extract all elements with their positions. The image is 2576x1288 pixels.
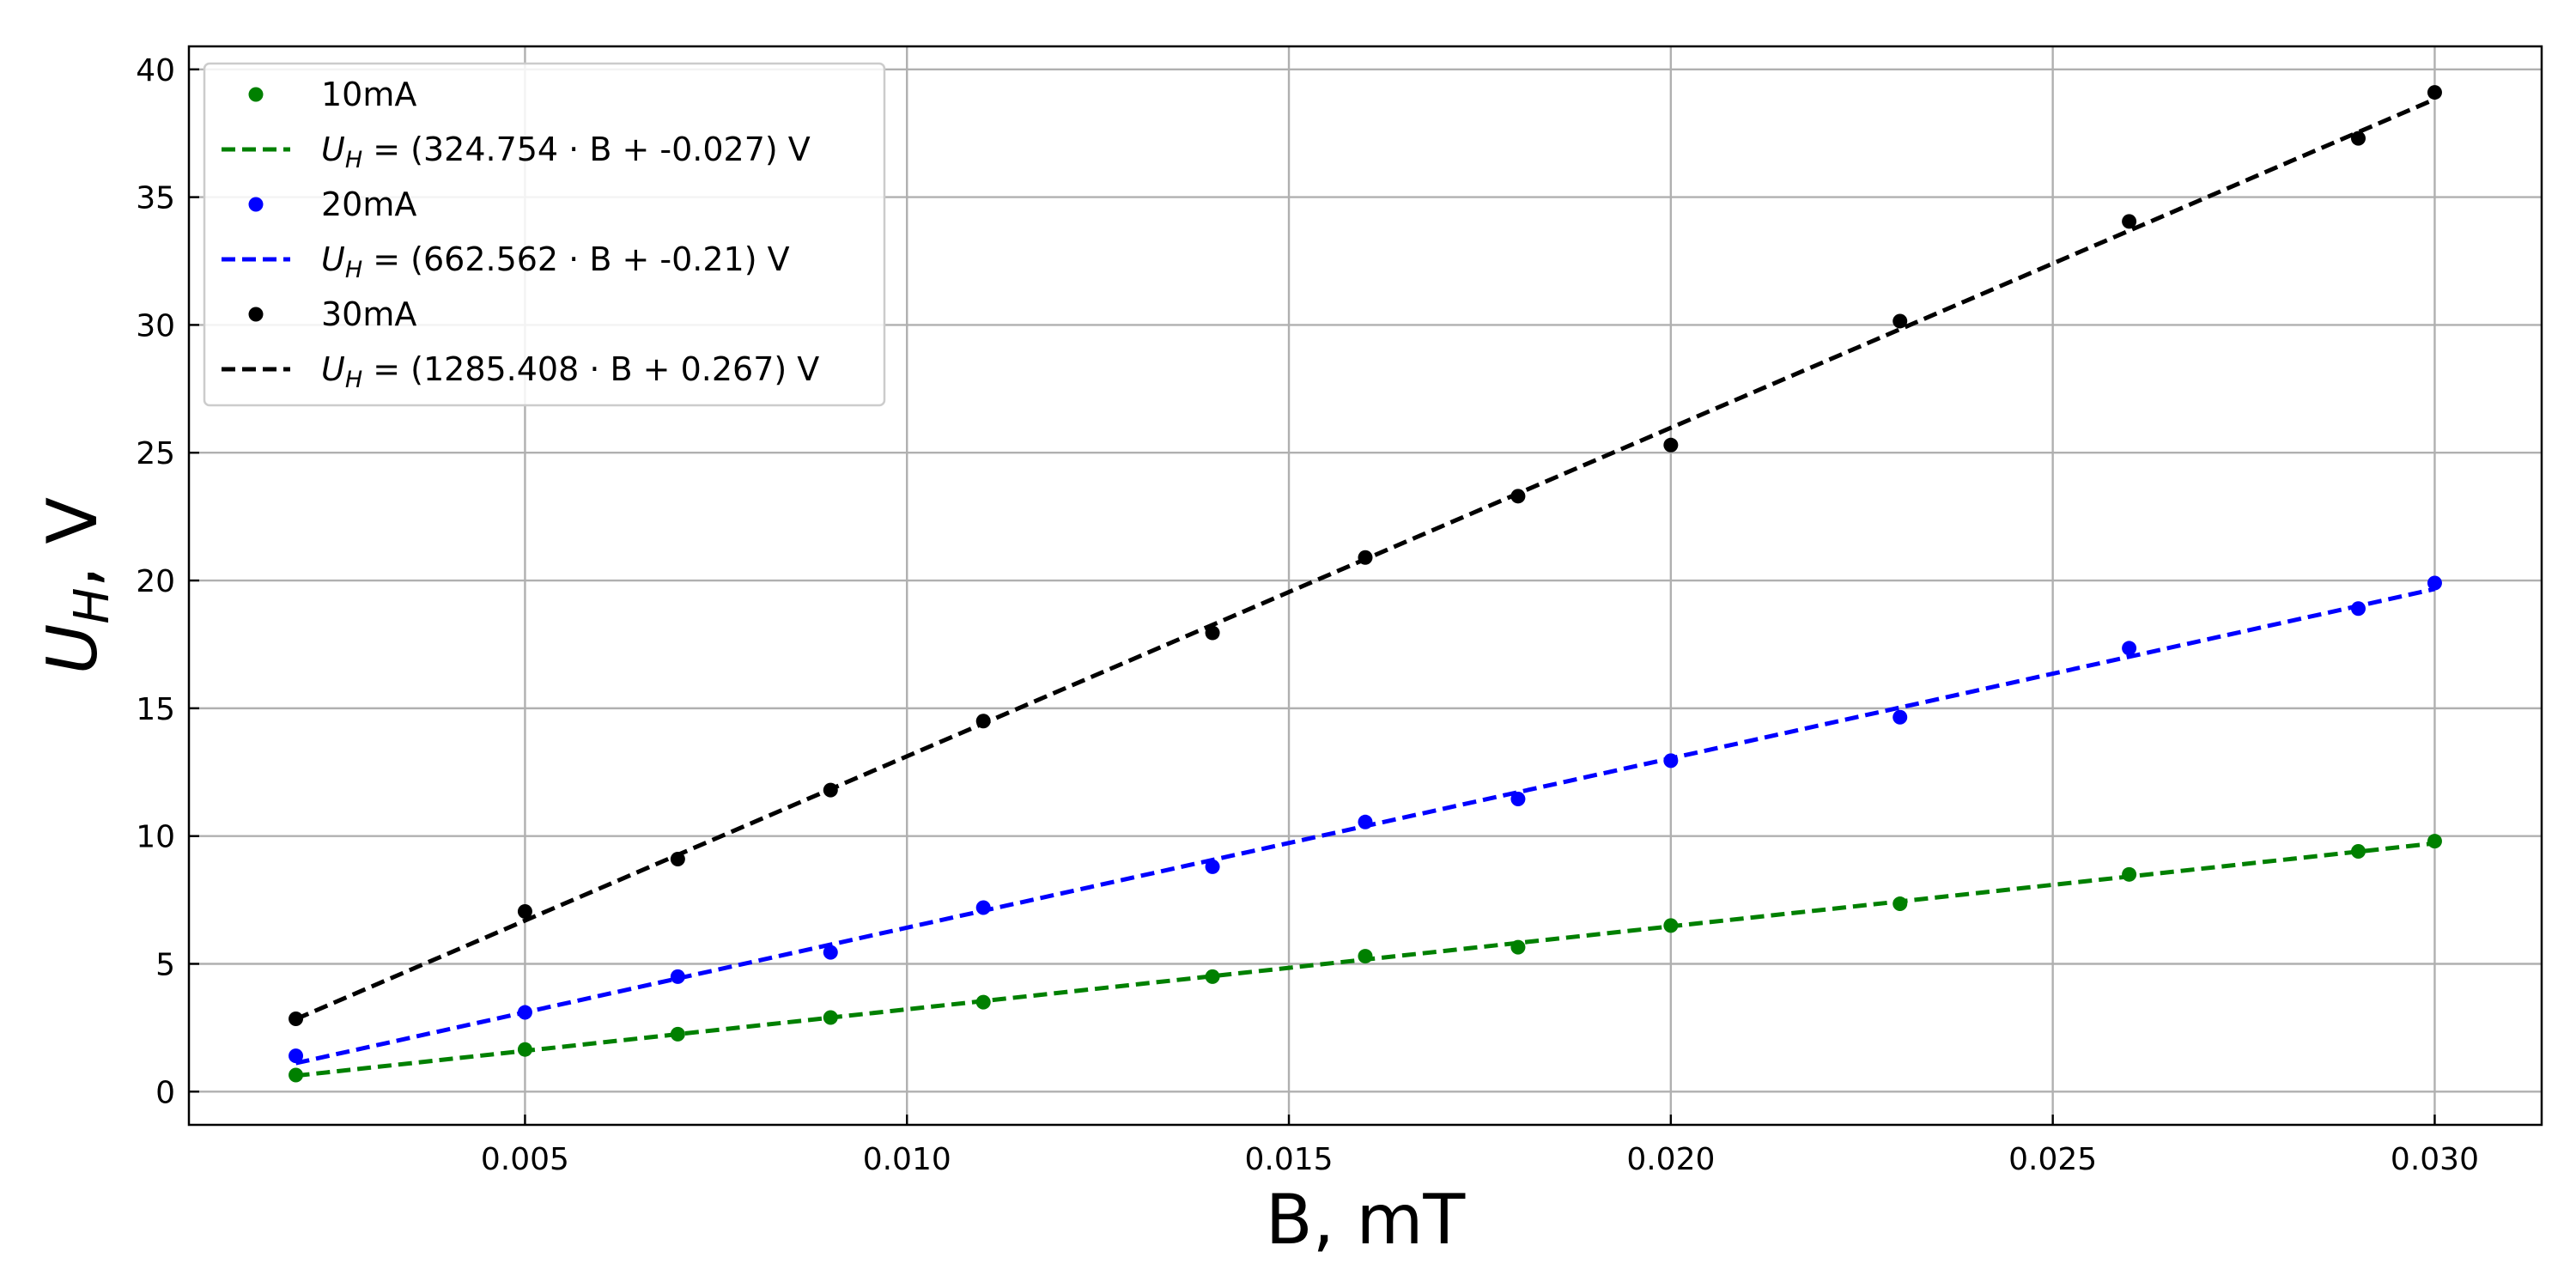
data-point-10mA	[1510, 939, 1526, 955]
legend-fit-label-30mA: UH = (1285.408 · B + 0.267) V	[321, 350, 819, 393]
y-axis-title: UH, V	[33, 497, 120, 675]
x-tick-label: 0.025	[2008, 1142, 2097, 1177]
y-axis-title-unit: , V	[33, 497, 112, 588]
data-point-30mA	[670, 851, 685, 866]
y-tick-label: 25	[136, 436, 175, 471]
y-axis-ticks: 0 5 10 15 20 25 30 35 40	[136, 53, 199, 1110]
data-point-30mA	[2122, 214, 2137, 229]
data-point-30mA	[2350, 131, 2366, 146]
data-point-20mA	[670, 969, 685, 984]
data-point-30mA	[2427, 85, 2442, 100]
x-tick-label: 0.020	[1626, 1142, 1715, 1177]
data-point-30mA	[1663, 437, 1679, 453]
y-tick-label: 35	[136, 181, 175, 216]
y-tick-label: 40	[136, 53, 175, 88]
data-point-10mA	[289, 1067, 304, 1083]
data-point-20mA	[517, 1005, 532, 1020]
data-point-30mA	[1510, 489, 1526, 504]
legend-box	[203, 62, 886, 407]
data-point-10mA	[517, 1042, 532, 1057]
legend-label-10mA: 10mA	[321, 76, 416, 113]
data-point-20mA	[2350, 601, 2366, 617]
legend-label-30mA: 30mA	[321, 295, 416, 333]
data-points	[289, 85, 2442, 1083]
x-axis-ticks: 0.005 0.010 0.015 0.020 0.025 0.030	[481, 1115, 2479, 1177]
data-point-20mA	[289, 1048, 304, 1064]
data-point-30mA	[823, 782, 838, 798]
data-point-10mA	[2122, 866, 2137, 882]
data-point-20mA	[1663, 753, 1679, 769]
y-tick-label: 10	[136, 820, 175, 855]
plot-frame	[187, 45, 2543, 1127]
data-point-30mA	[289, 1011, 304, 1026]
y-tick-label: 30	[136, 308, 175, 343]
data-point-20mA	[2427, 575, 2442, 591]
data-point-30mA	[1205, 625, 1220, 641]
x-tick-label: 0.005	[481, 1142, 569, 1177]
data-point-10mA	[1205, 969, 1220, 984]
legend-marker-30mA	[248, 307, 264, 322]
data-point-10mA	[1893, 896, 1908, 912]
y-tick-label: 15	[136, 692, 175, 727]
legend-fit-label-10mA: UH = (324.754 · B + -0.027) V	[321, 131, 811, 173]
data-point-10mA	[1358, 949, 1373, 964]
data-point-30mA	[975, 714, 991, 729]
legend-fit-label-20mA: UH = (662.562 · B + -0.21) V	[321, 240, 790, 283]
data-point-20mA	[1358, 814, 1373, 829]
x-axis-title: B, mT	[1266, 1180, 1467, 1260]
legend: 10mA UH = (324.754 · B + -0.027) V 20mA UH …	[203, 62, 886, 407]
data-point-30mA	[517, 903, 532, 919]
data-point-20mA	[1205, 859, 1220, 874]
x-tick-label: 0.010	[863, 1142, 951, 1177]
data-point-10mA	[1663, 918, 1679, 933]
legend-marker-20mA	[248, 197, 264, 212]
legend-label-20mA: 20mA	[321, 185, 416, 223]
y-axis-title-subscript: H	[64, 587, 120, 623]
data-point-10mA	[2350, 844, 2366, 860]
y-axis-title-symbol: U	[33, 624, 112, 675]
data-point-20mA	[1893, 709, 1908, 725]
data-point-20mA	[823, 945, 838, 960]
data-point-10mA	[975, 994, 991, 1010]
y-tick-label: 5	[155, 947, 175, 982]
data-point-20mA	[975, 900, 991, 915]
y-tick-label: 0	[155, 1075, 175, 1110]
data-point-10mA	[823, 1010, 838, 1025]
data-point-30mA	[1893, 313, 1908, 329]
data-point-20mA	[1510, 792, 1526, 807]
data-point-10mA	[670, 1026, 685, 1042]
x-tick-label: 0.015	[1245, 1142, 1334, 1177]
x-tick-label: 0.030	[2391, 1142, 2479, 1177]
data-point-10mA	[2427, 834, 2442, 849]
data-point-30mA	[1358, 550, 1373, 565]
legend-marker-10mA	[248, 87, 264, 102]
data-point-20mA	[2122, 641, 2137, 656]
y-tick-label: 20	[136, 564, 175, 599]
